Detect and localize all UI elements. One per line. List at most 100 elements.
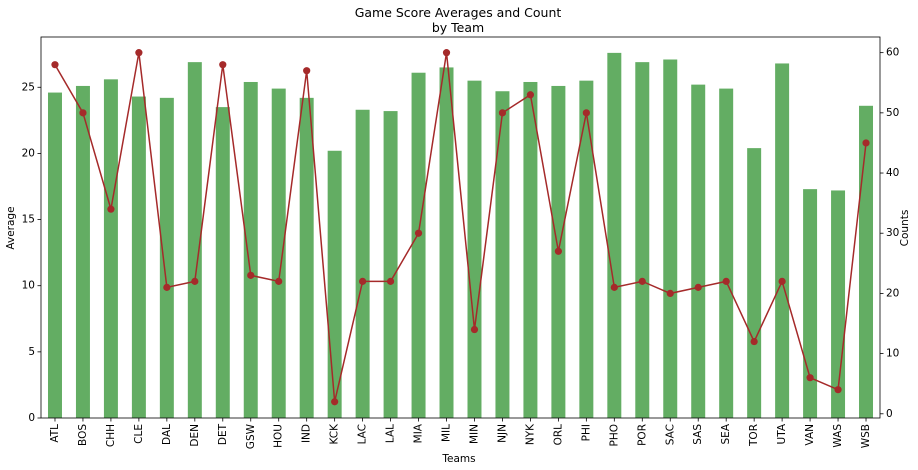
- bar-cle: [131, 96, 146, 418]
- x-tick-label: IND: [301, 424, 313, 443]
- chart-title: Game Score Averages and Count: [355, 5, 562, 20]
- bar-min: [467, 80, 482, 418]
- count-point-atl: [51, 61, 59, 69]
- x-tick-label: HOU: [273, 424, 285, 448]
- bar-tor: [747, 148, 762, 418]
- count-point-sac: [666, 289, 674, 298]
- count-point-chh: [107, 205, 115, 213]
- x-tick-label: BOS: [77, 424, 89, 446]
- x-axis-title: Teams: [441, 453, 475, 465]
- y-right-tick-label: 10: [886, 348, 899, 360]
- x-tick-label: DAL: [161, 424, 173, 445]
- count-point-tor: [750, 337, 758, 346]
- count-point-uta: [778, 277, 786, 285]
- x-tick-label: KCK: [329, 423, 341, 445]
- count-point-mil: [442, 49, 451, 57]
- x-tick-label: DEN: [189, 424, 201, 447]
- bar-det: [215, 107, 230, 418]
- count-point-bos: [79, 109, 87, 117]
- bar-ind: [299, 97, 314, 419]
- bar-gsw: [243, 81, 258, 419]
- x-tick-label: ORL: [552, 424, 564, 446]
- x-tick-label: PHO: [608, 424, 620, 447]
- count-point-mia: [414, 229, 423, 237]
- chart-subtitle: by Team: [432, 20, 484, 35]
- x-tick-label: ATL: [49, 424, 61, 443]
- count-point-phi: [582, 109, 590, 117]
- bar-por: [635, 62, 650, 419]
- count-point-was: [834, 386, 842, 394]
- x-tick-label: LAL: [385, 424, 397, 443]
- count-point-sea: [722, 277, 730, 285]
- y-right-tick-label: 30: [886, 227, 899, 239]
- count-point-por: [638, 277, 646, 285]
- y-left-tick-label: 5: [28, 346, 35, 358]
- x-tick-label: NYK: [524, 423, 536, 445]
- line-series: [51, 49, 870, 406]
- bar-van: [803, 189, 818, 418]
- x-tick-label: LAC: [357, 424, 369, 444]
- count-point-lal: [386, 277, 395, 285]
- count-point-orl: [554, 247, 562, 255]
- bar-hou: [271, 88, 286, 418]
- y-right-tick-label: 20: [886, 287, 899, 299]
- x-tick-label: MIL: [441, 424, 453, 442]
- bar-atl: [47, 92, 62, 418]
- count-point-dal: [163, 283, 171, 291]
- count-point-van: [806, 374, 814, 382]
- bar-chh: [103, 79, 118, 418]
- x-tick-label: MIA: [413, 423, 425, 443]
- x-tick-label: VAN: [804, 424, 816, 446]
- count-point-hou: [275, 277, 283, 285]
- x-tick-label: WSB: [860, 424, 872, 448]
- bar-sac: [663, 59, 678, 418]
- x-tick-label: GSW: [245, 423, 257, 449]
- bar-mil: [439, 67, 454, 418]
- count-point-lac: [359, 277, 367, 285]
- count-point-cle: [135, 49, 143, 57]
- bar-phi: [579, 80, 594, 418]
- count-point-gsw: [247, 271, 255, 279]
- x-tick-label: SEA: [720, 423, 732, 444]
- y-left-axis-ticks: 0 5 10 15 20 25: [22, 81, 41, 424]
- bar-pho: [607, 52, 622, 418]
- bar-mia: [411, 72, 426, 418]
- x-tick-label: CLE: [133, 424, 145, 444]
- bar-den: [187, 62, 202, 419]
- count-point-njn: [498, 109, 507, 117]
- x-tick-label: CHH: [105, 424, 117, 447]
- y-left-tick-label: 25: [22, 81, 35, 93]
- bar-nyk: [523, 81, 538, 419]
- count-point-pho: [610, 283, 618, 291]
- x-axis-ticks: ATL BOS CHH CLE DAL DEN DET GSW HOU IND KCK LAC LAL M…: [49, 418, 872, 449]
- y-right-axis-ticks: 0 10 20 30 40 50 60: [880, 47, 899, 420]
- x-tick-label: SAS: [692, 424, 704, 445]
- x-tick-label: UTA: [776, 423, 788, 444]
- x-tick-label: PHI: [580, 424, 592, 441]
- bar-series: [47, 52, 874, 419]
- count-point-min: [470, 325, 479, 334]
- bar-sea: [719, 88, 734, 418]
- x-tick-label: SAC: [664, 424, 676, 445]
- bar-kck: [327, 150, 342, 419]
- y-right-tick-label: 60: [886, 47, 899, 59]
- y-left-tick-label: 0: [28, 412, 35, 424]
- y-right-tick-label: 0: [886, 408, 893, 420]
- y-left-axis-title: Average: [5, 206, 17, 249]
- bar-bos: [75, 85, 90, 419]
- y-left-tick-label: 10: [22, 280, 35, 292]
- count-point-sas: [694, 283, 702, 291]
- bar-dal: [159, 97, 174, 419]
- count-point-nyk: [526, 91, 535, 99]
- plot-frame: [40, 36, 881, 419]
- x-tick-label: TOR: [748, 424, 760, 447]
- bar-sas: [691, 84, 706, 418]
- y-left-tick-label: 15: [22, 214, 35, 226]
- bar-wsb: [859, 105, 874, 419]
- bar-lal: [383, 111, 398, 418]
- count-point-ind: [303, 67, 311, 75]
- count-point-wsb: [862, 139, 870, 147]
- y-right-axis-title: Counts: [899, 210, 911, 247]
- count-point-den: [191, 277, 199, 285]
